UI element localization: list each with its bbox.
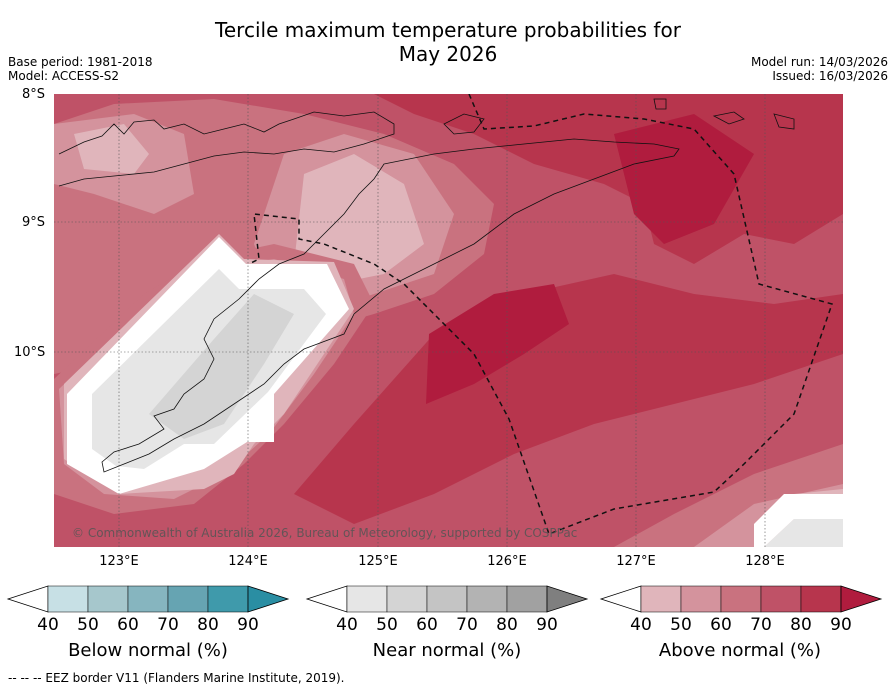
issued-date: Issued: 16/03/2026 xyxy=(772,69,888,83)
colorbar-segment xyxy=(87,585,129,613)
lat-label-8s: 8°S xyxy=(22,87,46,102)
colorbar-segment xyxy=(760,585,802,613)
colorbar-under-arrow xyxy=(599,585,642,613)
below-normal-label: Below normal (%) xyxy=(68,640,228,661)
colorbar-above-normal xyxy=(599,585,883,613)
eez-footnote: -- -- -- EEZ border V11 (Flanders Marine… xyxy=(8,671,345,685)
colorbar-segment xyxy=(800,585,842,613)
base-period: Base period: 1981-2018 xyxy=(8,55,153,69)
above-normal-label: Above normal (%) xyxy=(658,640,822,661)
colorbar-over-arrow xyxy=(840,585,883,613)
colorbar-segment xyxy=(720,585,762,613)
coastlines xyxy=(58,98,795,473)
model-run: Model run: 14/03/2026 xyxy=(750,55,888,69)
colorbar-near-normal xyxy=(305,585,589,613)
colorbar-tick: 50 xyxy=(376,615,398,635)
eez-border xyxy=(248,94,833,535)
above-90-ne xyxy=(614,114,754,244)
colorbar-over-arrow xyxy=(247,585,290,613)
map-title-line2: May 2026 xyxy=(398,42,498,66)
colorbar-segment xyxy=(426,585,468,613)
probability-map xyxy=(54,94,843,547)
lat-label-10s: 10°S xyxy=(14,345,46,360)
above-90-band xyxy=(426,284,569,404)
colorbar-tick: 80 xyxy=(496,615,518,635)
near-normal-label: Near normal (%) xyxy=(372,640,522,661)
colorbar-tick: 50 xyxy=(670,615,692,635)
colorbar-tick: 40 xyxy=(336,615,358,635)
colorbar-over-arrow xyxy=(546,585,589,613)
colorbar-segment xyxy=(346,585,388,613)
meta-left: Base period: 1981-2018 Model: ACCESS-S2 xyxy=(8,55,153,83)
colorbar-tick: 60 xyxy=(416,615,438,635)
near-40-se xyxy=(764,519,843,547)
colorbar-segment xyxy=(386,585,428,613)
lon-label-127e: 127°E xyxy=(616,554,656,569)
colorbar-segment xyxy=(506,585,548,613)
colorbar-tick: 70 xyxy=(456,615,478,635)
colorbar-segment xyxy=(680,585,722,613)
colorbar-segment xyxy=(47,585,89,613)
map-title: Tercile maximum temperature probabilitie… xyxy=(0,18,896,66)
lon-label-126e: 126°E xyxy=(487,554,527,569)
colorbar-tick: 70 xyxy=(157,615,179,635)
lon-label-128e: 128°E xyxy=(745,554,785,569)
colorbar-tick: 90 xyxy=(237,615,259,635)
colorbar-segment xyxy=(167,585,209,613)
lon-label-125e: 125°E xyxy=(358,554,398,569)
colorbar-tick: 60 xyxy=(710,615,732,635)
colorbar-segment xyxy=(207,585,249,613)
colorbar-tick: 70 xyxy=(750,615,772,635)
meta-right: Model run: 14/03/2026 Issued: 16/03/2026 xyxy=(751,55,888,83)
lat-label-9s: 9°S xyxy=(22,215,46,230)
white-se xyxy=(754,494,843,547)
model-name: Model: ACCESS-S2 xyxy=(8,69,120,83)
near-50-sw xyxy=(149,294,294,439)
lon-label-124e: 124°E xyxy=(228,554,268,569)
colorbar-under-arrow xyxy=(6,585,49,613)
colorbar-tick: 80 xyxy=(790,615,812,635)
above-40-nw xyxy=(74,124,149,174)
above-80-band xyxy=(294,274,843,524)
colorbar-segment xyxy=(640,585,682,613)
above-40-central xyxy=(294,154,424,284)
map-title-line1: Tercile maximum temperature probabilitie… xyxy=(215,18,681,42)
colorbar-tick: 60 xyxy=(117,615,139,635)
colorbar-tick: 80 xyxy=(197,615,219,635)
colorbars xyxy=(6,585,883,613)
colorbar-segment xyxy=(466,585,508,613)
colorbar-under-arrow xyxy=(305,585,348,613)
colorbar-tick: 40 xyxy=(630,615,652,635)
colorbar-tick: 90 xyxy=(830,615,852,635)
colorbar-tick: 90 xyxy=(536,615,558,635)
colorbar-tick: 40 xyxy=(37,615,59,635)
lon-label-123e: 123°E xyxy=(99,554,139,569)
colorbar-tick: 50 xyxy=(77,615,99,635)
copyright-notice: © Commonwealth of Australia 2026, Bureau… xyxy=(72,526,578,540)
colorbar-below-normal xyxy=(6,585,290,613)
colorbar-segment xyxy=(127,585,169,613)
